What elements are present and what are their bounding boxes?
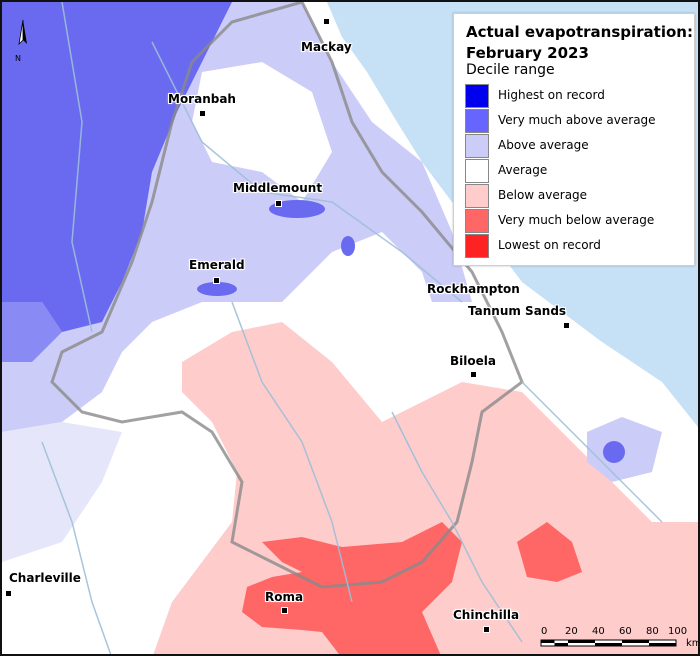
- scale-bar: 0 20 40 60 80 100 km: [538, 626, 698, 652]
- scale-unit-label: km: [686, 638, 700, 649]
- patch-emerald: [197, 282, 237, 296]
- region-very-much-below-average: [242, 522, 462, 654]
- scale-tick-label: 100: [668, 626, 688, 637]
- town-marker-emerald: [213, 277, 220, 284]
- rivers: [41, 2, 663, 654]
- legend-swatch: [465, 134, 489, 158]
- legend-label: Lowest on record: [498, 238, 601, 252]
- legend-title: Actual evapotranspiration: February 2023: [466, 22, 693, 64]
- legend-label: Very much above average: [498, 113, 656, 127]
- legend-label: Very much below average: [498, 213, 655, 227]
- town-label-emerald: Emerald: [189, 258, 245, 272]
- region-very-much-above-average: [2, 2, 232, 332]
- legend-label: Average: [498, 163, 548, 177]
- town-marker-roma: [281, 607, 288, 614]
- town-label-tannum-sands: Tannum Sands: [468, 304, 567, 318]
- region-average-central: [282, 232, 442, 422]
- legend-swatch: [465, 184, 489, 208]
- town-marker-middlemount: [275, 200, 282, 207]
- patch-middlemount: [269, 200, 325, 218]
- town-label-chinchilla: Chinchilla: [453, 608, 520, 622]
- scale-tick-label: 60: [619, 626, 632, 637]
- legend-title-line1: Actual evapotranspiration:: [466, 23, 693, 41]
- legend: Actual evapotranspiration: February 2023…: [453, 13, 695, 266]
- region-average-north: [192, 62, 332, 202]
- town-marker-tannum-sands: [563, 322, 570, 329]
- town-label-moranbah: Moranbah: [168, 92, 236, 106]
- legend-label: Above average: [498, 138, 589, 152]
- patch-east-small: [341, 236, 355, 256]
- town-marker-moranbah: [199, 110, 206, 117]
- town-marker-mackay: [323, 18, 330, 25]
- legend-swatch: [465, 209, 489, 233]
- town-label-middlemount: Middlemount: [233, 181, 323, 195]
- legend-swatch: [465, 159, 489, 183]
- north-arrow: N: [14, 18, 32, 66]
- region-above-average-south: [2, 422, 122, 562]
- scale-tick-label: 40: [592, 626, 605, 637]
- town-label-mackay: Mackay: [301, 40, 352, 54]
- town-marker-chinchilla: [483, 626, 490, 633]
- legend-subtitle: Decile range: [466, 62, 555, 78]
- town-marker-charleville: [5, 590, 12, 597]
- scale-bar-graphic: [540, 639, 677, 647]
- legend-label: Highest on record: [498, 88, 605, 102]
- town-label-biloela: Biloela: [450, 354, 496, 368]
- north-arrow-icon: [18, 19, 27, 46]
- scale-tick-label: 20: [565, 626, 578, 637]
- legend-swatch: [465, 109, 489, 133]
- legend-swatch: [465, 234, 489, 258]
- town-label-rockhampton: Rockhampton: [427, 282, 520, 296]
- legend-label: Below average: [498, 188, 588, 202]
- region-very-much-below-east: [517, 522, 582, 582]
- legend-title-line2: February 2023: [466, 44, 589, 62]
- town-label-charleville: Charleville: [9, 571, 81, 585]
- scale-tick-label: 80: [646, 626, 659, 637]
- scale-tick-label: 0: [541, 626, 548, 637]
- legend-swatch: [465, 84, 489, 108]
- region-very-much-above-west: [2, 302, 62, 362]
- region-very-much-above-east: [603, 441, 625, 463]
- town-marker-biloela: [470, 371, 477, 378]
- town-label-roma: Roma: [265, 590, 304, 604]
- north-arrow-label: N: [15, 54, 21, 63]
